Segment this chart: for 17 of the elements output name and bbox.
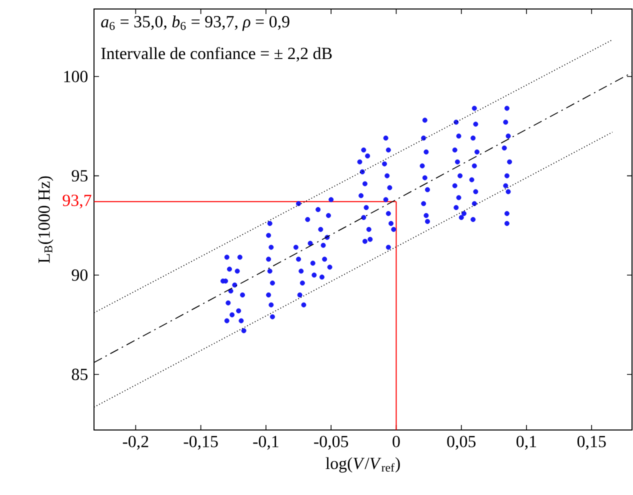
x-tick-label: 0 — [392, 436, 400, 448]
y-tick-label: 95 — [72, 170, 88, 182]
y-tick-label: 90 — [72, 269, 88, 281]
x-tick-label: 0,15 — [577, 436, 606, 450]
x-tick-label: 0,1 — [516, 436, 536, 450]
x-tick-label: -0,05 — [314, 436, 348, 450]
y-axis-title: L$_{B}$(1000 Hz) — [38, 176, 54, 263]
x-axis-title: log(V/V$_{ref}$) — [326, 457, 400, 473]
x-tick-label: -0,1 — [253, 436, 278, 450]
annotation: Intervalle de confiance = ± 2,2 dB — [101, 47, 332, 62]
ref-line-label: 93,7 — [62, 194, 92, 209]
y-tick-label: 100 — [64, 70, 88, 82]
y-tick-label: 85 — [72, 368, 88, 380]
x-tick-label: -0,15 — [184, 436, 218, 450]
x-tick-label: 0,05 — [447, 436, 476, 450]
annotation: a$_{6}$ = 35,0, b$_{6}$ = 93,7, ρ = 0,9 — [101, 16, 290, 31]
x-tick-label: -0,2 — [122, 436, 148, 450]
